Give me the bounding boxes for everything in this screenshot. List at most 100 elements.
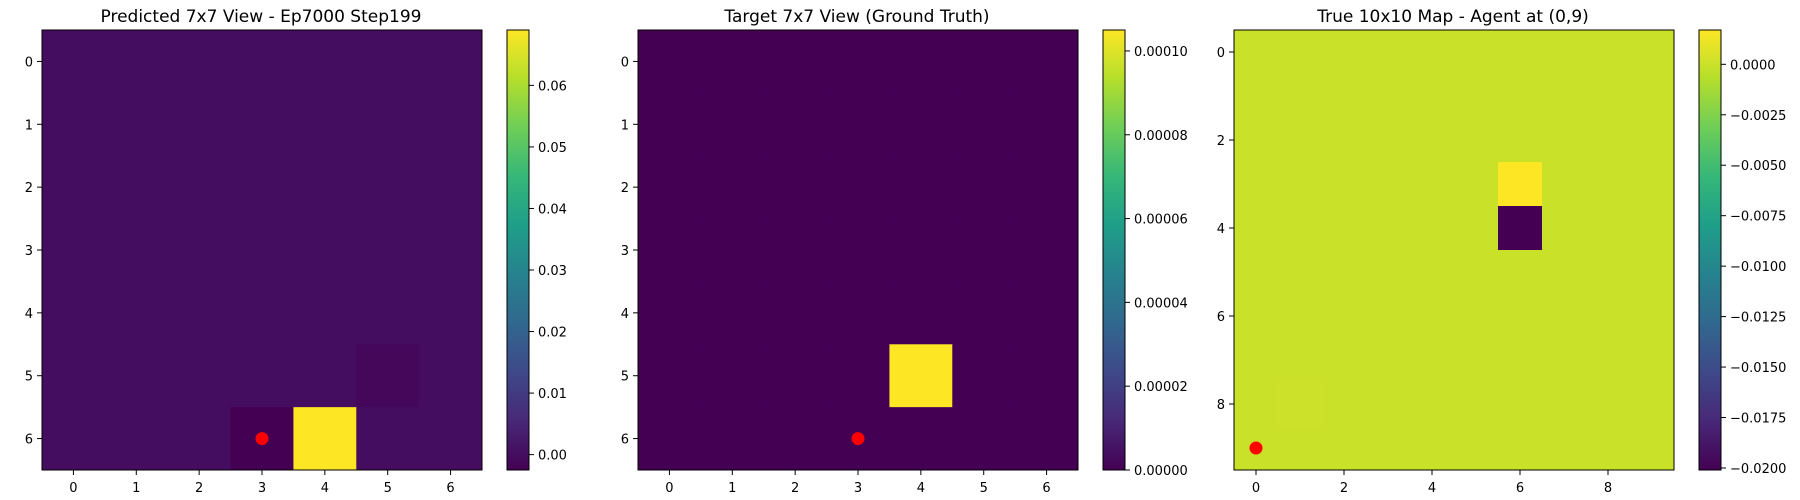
heatmap-cell <box>1366 382 1411 427</box>
colorbar-tick-label: 0.00002 <box>1134 380 1188 395</box>
y-tick-label: 0 <box>621 55 629 70</box>
heatmap-cell <box>1234 338 1279 383</box>
heatmap-cell <box>1366 30 1411 75</box>
heatmap-cell <box>1630 118 1675 163</box>
heatmap-cell <box>1454 118 1499 163</box>
heatmap-cell <box>1498 250 1543 295</box>
heatmap-cell <box>356 281 420 345</box>
heatmap-cell <box>293 155 357 220</box>
heatmap-cell <box>1278 250 1323 295</box>
heatmap-cell <box>1542 382 1587 427</box>
heatmap-cell <box>104 281 169 345</box>
heatmap-cell <box>638 92 702 157</box>
heatmap-cell <box>104 218 169 282</box>
heatmap-cell <box>1410 250 1455 295</box>
heatmap-cell <box>889 281 953 345</box>
heatmap-cell <box>889 92 953 157</box>
heatmap-cell <box>42 30 106 94</box>
heatmap-cell <box>293 218 357 282</box>
heatmap-cell <box>700 30 765 94</box>
heatmap-cell <box>700 155 765 220</box>
heatmap-cell <box>1454 206 1499 251</box>
heatmap-cell <box>167 218 232 282</box>
heatmap-cell <box>1278 118 1323 163</box>
heatmap-cell <box>1015 218 1079 282</box>
colorbar-tick-label: 0.03 <box>538 264 567 279</box>
heatmap-cell <box>1586 74 1631 119</box>
y-tick-label: 3 <box>621 244 629 259</box>
heatmap-cell <box>763 407 828 471</box>
x-tick-label: 3 <box>854 481 862 496</box>
heatmap-cell <box>1278 426 1323 471</box>
heatmap-cell <box>1498 118 1543 163</box>
agent-marker <box>255 432 269 446</box>
heatmap-cell <box>826 92 890 157</box>
target-view-title: Target 7x7 View (Ground Truth) <box>723 7 989 27</box>
heatmap-cell <box>1410 426 1455 471</box>
colorbar-tick-label: 0.00000 <box>1134 464 1188 479</box>
colorbar-tick-label: 0.00004 <box>1134 296 1188 311</box>
heatmap-cell <box>952 281 1016 345</box>
heatmap-cell <box>1234 294 1279 339</box>
y-tick-label: 3 <box>25 244 33 259</box>
heatmap-cell <box>826 281 890 345</box>
heatmap-cell <box>167 407 232 471</box>
heatmap-cell <box>356 92 420 157</box>
heatmap-cell <box>889 218 953 282</box>
x-tick-label: 1 <box>728 481 736 496</box>
heatmap-cell <box>1454 30 1499 75</box>
heatmap-cell <box>1542 206 1587 251</box>
heatmap-cell <box>1498 294 1543 339</box>
y-tick-label: 2 <box>25 181 33 196</box>
heatmap-cell <box>700 92 765 157</box>
heatmap-cell <box>1322 338 1367 383</box>
x-tick-label: 2 <box>195 481 203 496</box>
heatmap-cell <box>419 407 483 471</box>
heatmap-cell <box>419 92 483 157</box>
heatmap-cell <box>1542 294 1587 339</box>
heatmap-cell <box>167 92 232 157</box>
heatmap-cell <box>1498 382 1543 427</box>
heatmap-cell <box>1234 30 1279 75</box>
heatmap-cell <box>638 344 702 408</box>
heatmap-cell <box>1234 118 1279 163</box>
heatmap-cell <box>230 218 294 282</box>
heatmap-cell <box>1015 92 1079 157</box>
heatmap-cell <box>638 281 702 345</box>
x-tick-label: 3 <box>258 481 266 496</box>
heatmap-cell <box>763 155 828 220</box>
agent-marker <box>1249 441 1263 455</box>
heatmap-cell <box>1015 344 1079 408</box>
heatmap-cell <box>1586 206 1631 251</box>
predicted-view-panel: Predicted 7x7 View - Ep7000 Step199 0 1 2 3… <box>25 7 567 496</box>
heatmap-cell <box>1630 162 1675 207</box>
heatmap-cell <box>1586 294 1631 339</box>
heatmap-cell <box>356 155 420 220</box>
colorbar-tick-label: −0.0200 <box>1730 462 1786 477</box>
heatmap-cell <box>1410 382 1455 427</box>
heatmap-cell <box>1410 162 1455 207</box>
heatmap-cell <box>104 30 169 94</box>
colorbar <box>1102 29 1126 471</box>
y-tick-label: 1 <box>25 118 33 133</box>
heatmap-cell <box>42 92 106 157</box>
heatmap-cell <box>104 407 169 471</box>
heatmap-cell <box>1278 294 1323 339</box>
heatmap-cell <box>1630 250 1675 295</box>
heatmap-cell <box>1366 118 1411 163</box>
heatmap-cell <box>167 30 232 94</box>
colorbar-tick-label: −0.0075 <box>1730 210 1786 225</box>
heatmap-cell <box>952 155 1016 220</box>
heatmap-cell <box>700 218 765 282</box>
heatmap-cell <box>826 155 890 220</box>
heatmap-cell <box>763 344 828 408</box>
heatmap-cell <box>1498 74 1543 119</box>
heatmap-cell <box>42 344 106 408</box>
heatmap-cell <box>1498 426 1543 471</box>
heatmap-cell <box>1322 118 1367 163</box>
heatmap-cell <box>1366 426 1411 471</box>
heatmap-cell <box>42 218 106 282</box>
heatmap-cell <box>1542 426 1587 471</box>
heatmap-cell <box>1234 382 1279 427</box>
